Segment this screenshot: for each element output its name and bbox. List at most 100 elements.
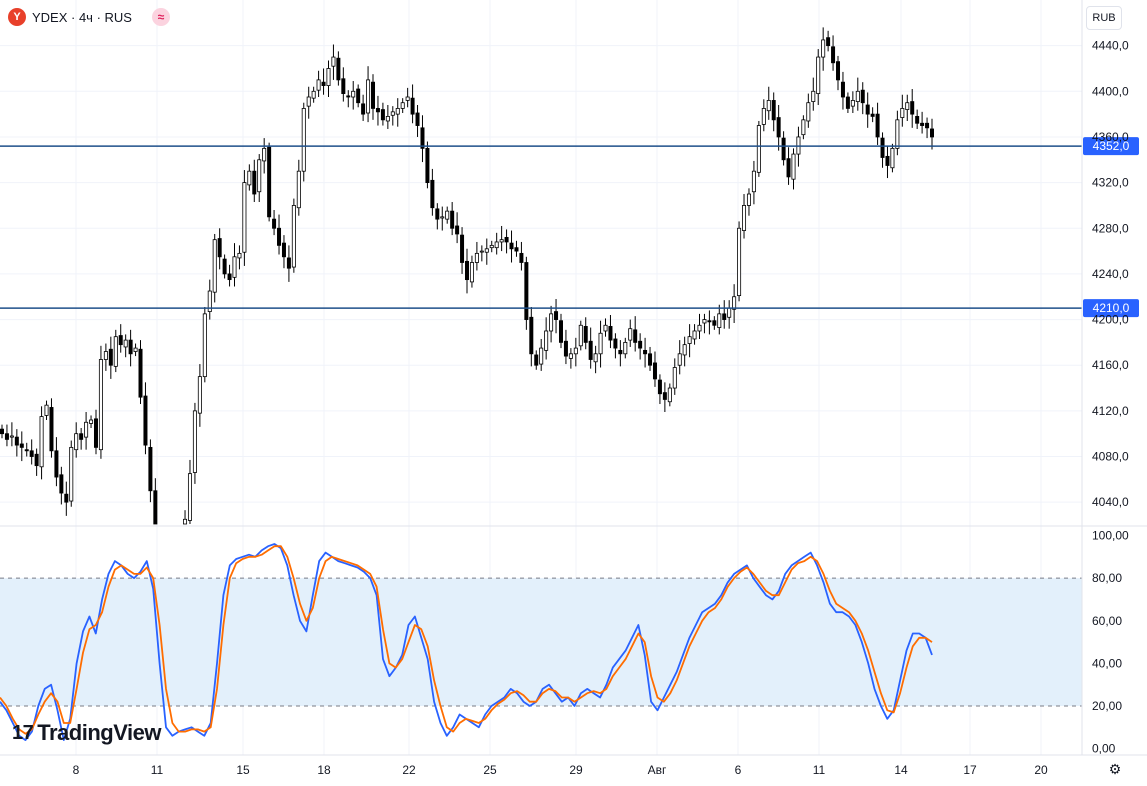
candle-body [697,324,702,332]
candle-body [623,341,628,355]
candle-body [128,339,133,355]
candle-body [915,116,920,124]
candle-body [425,147,430,184]
candle-body [79,433,84,440]
candle-body [925,122,930,129]
candle-body [613,338,618,349]
symbol-title[interactable]: YDEX · 4ч · RUS [32,9,132,25]
candle-body [153,490,158,525]
candle-body [821,39,826,58]
candle-body [44,404,49,416]
candle-body [281,242,286,258]
candle-body [850,100,855,107]
candle-body [272,218,277,229]
yandex-logo-icon: Y [8,8,26,26]
symbol-header[interactable]: Y YDEX · 4ч · RUS ≈ [8,6,170,28]
price-tick-label: 4360,0 [1092,130,1129,144]
candle-body [756,125,761,173]
candle-body [39,416,44,468]
candle-body [786,158,791,178]
candle-body [920,122,925,126]
candle-body [207,290,212,312]
stoch-d-line [0,545,933,735]
candle-body [267,146,272,218]
price-tick-label: 4400,0 [1092,84,1129,98]
candle-body [237,252,242,259]
candlestick-series [0,27,935,525]
candle-body [336,57,341,81]
candle-body [217,238,222,258]
candle-body [845,96,850,109]
time-tick-label: 29 [569,763,583,777]
candle-body [578,324,583,347]
stoch-tick-label: 20,00 [1092,699,1122,713]
candle-body [890,147,895,169]
candle-body [568,353,573,359]
candle-body [573,347,578,355]
candle-body [64,493,69,503]
candle-body [474,252,479,263]
gear-icon[interactable]: ⚙ [1108,760,1122,777]
candle-body [895,119,900,149]
candle-body [390,111,395,116]
flag-icon[interactable]: ≈ [151,8,170,26]
candle-body [252,170,257,195]
tradingview-logo[interactable]: 17 TradingView [12,720,161,746]
candle-body [811,90,816,102]
candle-body [469,262,474,283]
currency-button[interactable]: RUB [1086,6,1122,30]
candle-body [910,101,915,115]
candle-body [554,311,559,320]
candle-body [400,102,405,109]
candle-body [118,335,123,346]
candle-body [598,332,603,355]
candle-body [301,108,306,172]
candle-body [351,90,356,98]
candle-body [341,78,346,94]
candle-body [14,436,19,446]
candle-body [712,320,717,326]
candle-body [247,170,252,186]
candle-body [460,234,465,263]
candle-body [549,313,554,332]
candle-body [732,296,737,310]
candle-body [618,349,623,355]
price-tick-label: 4440,0 [1092,39,1129,53]
candle-body [464,260,469,281]
candle-body [519,252,524,263]
candle-body [524,262,529,320]
candle-body [148,446,153,492]
candle-body [638,340,643,349]
candle-body [855,90,860,102]
stoch-tick-label: 0,00 [1092,742,1116,756]
candle-body [9,435,14,438]
price-tick-label: 4160,0 [1092,358,1129,372]
candle-body [183,518,188,525]
candle-body [816,56,821,94]
candle-body [633,329,638,343]
candle-body [657,379,662,395]
candle-body [4,433,9,440]
time-tick-label: 15 [236,763,250,777]
candle-body [687,336,692,344]
candle-body [776,117,781,138]
candle-body [514,247,519,252]
price-tick-label: 4120,0 [1092,404,1129,418]
level-label: 4210,0 [1093,301,1130,315]
candle-body [202,313,207,378]
time-tick-label: 25 [483,763,497,777]
candle-body [479,250,484,253]
candle-body [737,227,742,296]
candle-body [905,102,910,110]
candle-body [608,326,613,341]
price-tick-label: 4240,0 [1092,267,1129,281]
candle-body [326,68,331,86]
candle-body [410,97,415,115]
price-tick-label: 4280,0 [1092,221,1129,235]
candle-body [885,155,890,166]
price-tick-label: 4320,0 [1092,176,1129,190]
level-label-bg [1083,299,1139,318]
candle-body [138,348,143,398]
candle-body [286,257,291,269]
